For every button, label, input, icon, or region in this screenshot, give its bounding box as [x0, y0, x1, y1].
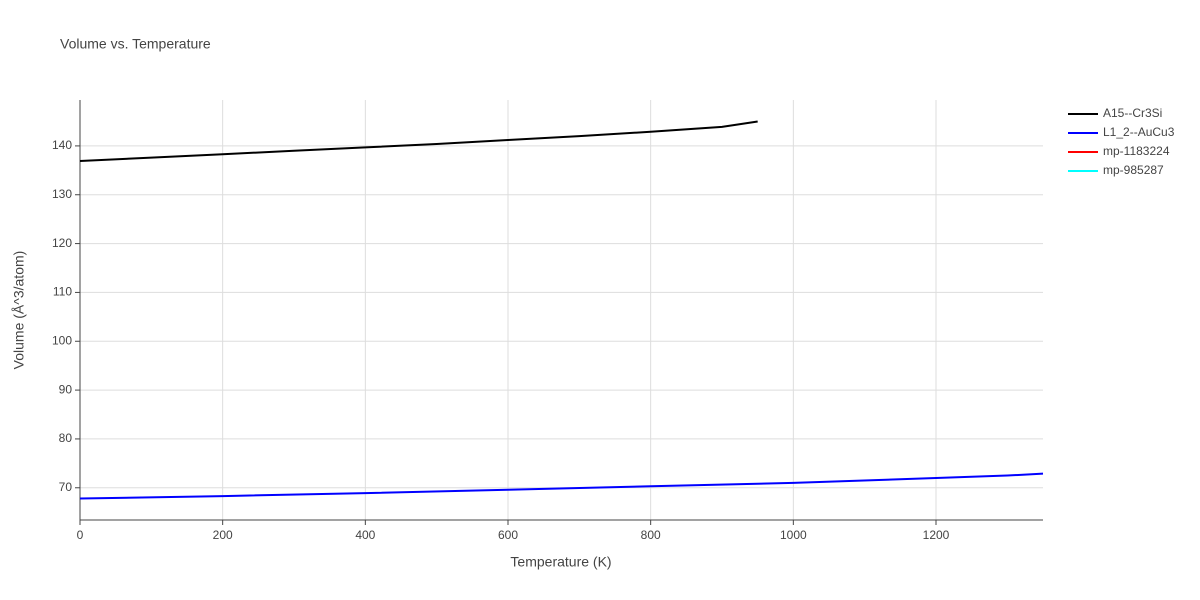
x-tick-label: 600	[498, 528, 518, 542]
x-tick-label: 200	[213, 528, 233, 542]
y-tick-label: 70	[59, 480, 73, 494]
x-tick-label: 400	[355, 528, 375, 542]
y-tick-label: 140	[52, 138, 72, 152]
x-tick-label: 1200	[923, 528, 950, 542]
legend-label: mp-985287	[1103, 163, 1164, 177]
line-series	[79, 472, 1044, 500]
legend-label: A15--Cr3Si	[1103, 106, 1162, 120]
y-tick-label: 90	[59, 382, 73, 396]
y-tick-label: 100	[52, 333, 72, 347]
chart-title: Volume vs. Temperature	[60, 36, 211, 52]
x-tick-label: 1000	[780, 528, 807, 542]
y-tick-label: 110	[53, 285, 72, 299]
legend-label: L1_2--AuCu3	[1103, 125, 1175, 139]
y-tick-label: 80	[59, 431, 73, 445]
line-series	[79, 120, 758, 163]
y-tick-label: 120	[52, 236, 72, 250]
y-axis-label: Volume (Å^3/atom)	[11, 251, 27, 370]
y-tick-label: 130	[52, 187, 72, 201]
x-tick-label: 800	[641, 528, 661, 542]
legend-label: mp-1183224	[1103, 144, 1170, 158]
x-axis-label: Temperature (K)	[510, 554, 611, 570]
x-tick-label: 0	[77, 528, 84, 542]
